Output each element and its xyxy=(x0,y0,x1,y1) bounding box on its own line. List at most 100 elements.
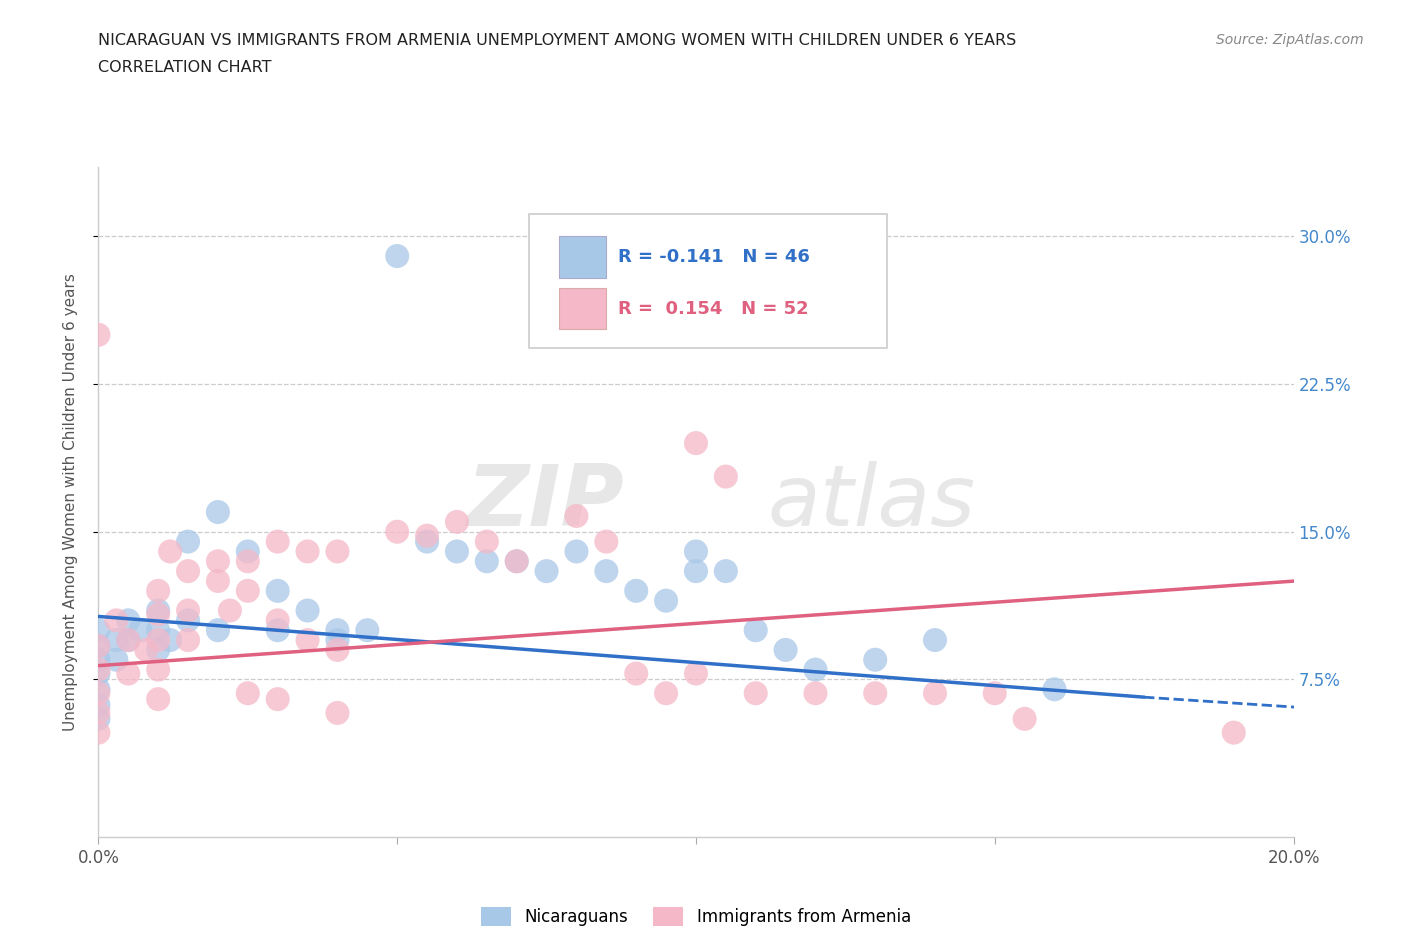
Point xyxy=(626,666,648,681)
Point xyxy=(326,643,349,658)
Point xyxy=(87,711,110,726)
Point xyxy=(356,623,378,638)
Point xyxy=(267,692,290,707)
Point xyxy=(326,544,349,559)
Text: ZIP: ZIP xyxy=(467,460,624,544)
Point xyxy=(865,652,887,667)
Point xyxy=(105,613,128,628)
Point xyxy=(714,469,737,484)
Point xyxy=(416,528,439,543)
Point xyxy=(117,632,139,647)
Point xyxy=(148,662,170,677)
Point xyxy=(685,435,707,450)
Point xyxy=(446,514,468,529)
Point xyxy=(595,564,617,578)
Point xyxy=(236,554,259,569)
Point xyxy=(924,632,946,647)
Point xyxy=(177,603,200,618)
Point xyxy=(1014,711,1036,726)
Point xyxy=(117,632,139,647)
Bar xyxy=(558,288,606,329)
Text: atlas: atlas xyxy=(768,460,976,544)
Point xyxy=(475,534,498,549)
Point xyxy=(148,632,170,647)
Point xyxy=(745,623,768,638)
Point xyxy=(177,632,200,647)
Point xyxy=(159,632,181,647)
Point xyxy=(804,685,827,700)
Point xyxy=(148,623,170,638)
Point xyxy=(148,607,170,622)
Point xyxy=(148,603,170,618)
Y-axis label: Unemployment Among Women with Children Under 6 years: Unemployment Among Women with Children U… xyxy=(63,273,77,731)
Point xyxy=(177,564,200,578)
Point xyxy=(148,583,170,598)
Point xyxy=(236,685,259,700)
Point xyxy=(87,327,110,342)
Point xyxy=(475,554,498,569)
Point xyxy=(446,544,468,559)
Point xyxy=(207,554,229,569)
Text: R = -0.141   N = 46: R = -0.141 N = 46 xyxy=(619,248,810,266)
Point xyxy=(177,534,200,549)
Text: CORRELATION CHART: CORRELATION CHART xyxy=(98,60,271,75)
Point xyxy=(565,544,588,559)
Point xyxy=(159,544,181,559)
Point xyxy=(326,623,349,638)
Point xyxy=(267,623,290,638)
Point xyxy=(267,613,290,628)
Point xyxy=(267,534,290,549)
Point xyxy=(135,643,157,658)
Text: R =  0.154   N = 52: R = 0.154 N = 52 xyxy=(619,299,808,318)
Point xyxy=(385,248,409,263)
Point xyxy=(87,662,110,677)
Point xyxy=(326,632,349,647)
Point xyxy=(105,632,128,647)
Point xyxy=(236,583,259,598)
Point xyxy=(87,698,110,712)
Point xyxy=(506,554,529,569)
Point xyxy=(984,685,1007,700)
Point xyxy=(87,639,110,654)
Point xyxy=(129,623,152,638)
Point xyxy=(297,603,319,618)
Point xyxy=(87,639,110,654)
Text: NICARAGUAN VS IMMIGRANTS FROM ARMENIA UNEMPLOYMENT AMONG WOMEN WITH CHILDREN UND: NICARAGUAN VS IMMIGRANTS FROM ARMENIA UN… xyxy=(98,33,1017,47)
Point xyxy=(87,685,110,700)
Point xyxy=(87,623,110,638)
Point xyxy=(685,544,707,559)
Point xyxy=(685,564,707,578)
Point xyxy=(1043,682,1066,697)
Bar xyxy=(558,236,606,278)
Point xyxy=(117,666,139,681)
Point xyxy=(506,554,529,569)
Text: Source: ZipAtlas.com: Source: ZipAtlas.com xyxy=(1216,33,1364,46)
Point xyxy=(87,725,110,740)
Point xyxy=(326,706,349,721)
Point xyxy=(565,509,588,524)
Point xyxy=(1223,725,1246,740)
Point xyxy=(685,666,707,681)
Point xyxy=(267,583,290,598)
Point xyxy=(536,564,558,578)
Point xyxy=(177,613,200,628)
Legend: Nicaraguans, Immigrants from Armenia: Nicaraguans, Immigrants from Armenia xyxy=(474,900,918,930)
Point xyxy=(804,662,827,677)
Point xyxy=(297,632,319,647)
Point xyxy=(87,652,110,667)
Point xyxy=(219,603,242,618)
Point xyxy=(655,685,678,700)
Point xyxy=(105,652,128,667)
Point xyxy=(924,685,946,700)
Point xyxy=(87,706,110,721)
Point xyxy=(117,613,139,628)
Point xyxy=(207,574,229,589)
Point xyxy=(87,682,110,697)
Point xyxy=(207,623,229,638)
Point xyxy=(148,643,170,658)
Point xyxy=(865,685,887,700)
Point xyxy=(148,692,170,707)
Point xyxy=(207,505,229,520)
Point xyxy=(745,685,768,700)
Point xyxy=(655,593,678,608)
